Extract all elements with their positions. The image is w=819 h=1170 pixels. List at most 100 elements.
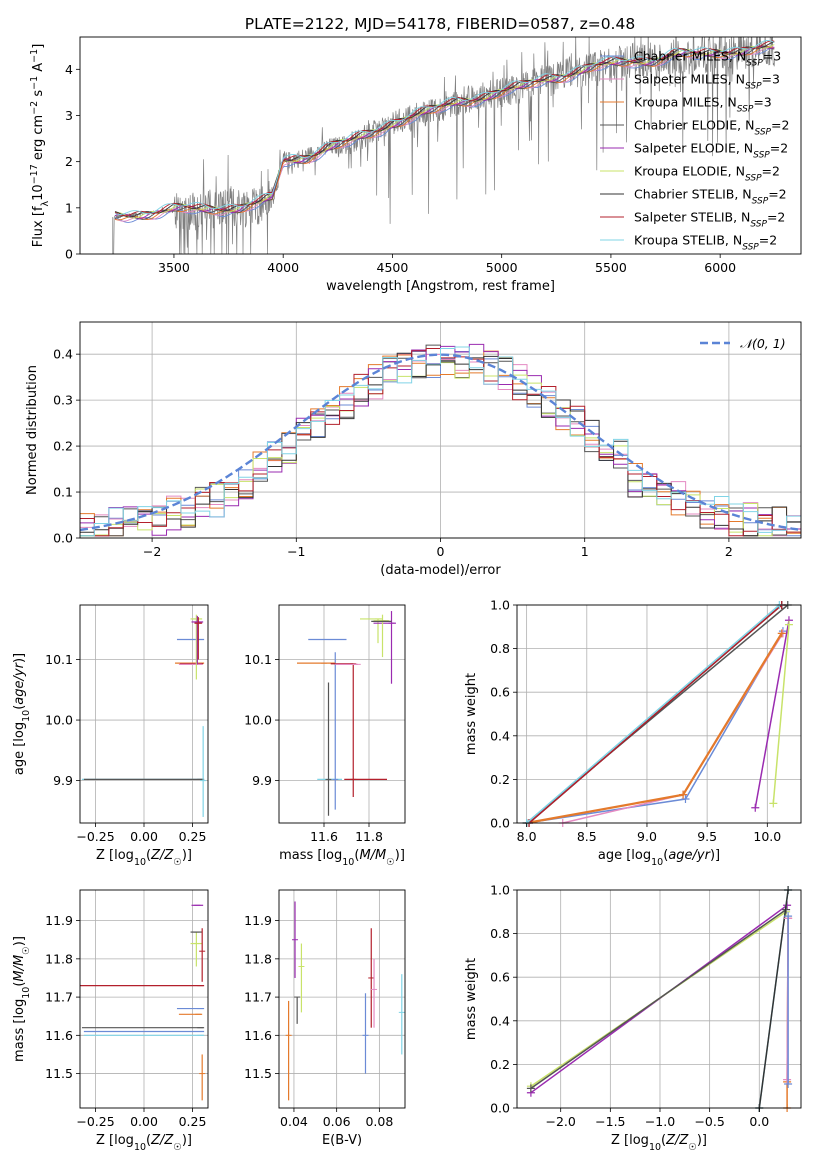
x-tick-label: 5000 <box>486 260 518 275</box>
series-line-4 <box>754 620 790 808</box>
mass-EBV-plot <box>285 901 405 1101</box>
axes-frame <box>516 889 802 1109</box>
y-tick-label: 11.7 <box>45 990 73 1005</box>
y-tick-label: 9.9 <box>252 773 272 788</box>
x-tick-label: −1.5 <box>595 1114 625 1129</box>
errorbar-point <box>298 943 305 1013</box>
y-tick-label: 1.0 <box>490 598 510 613</box>
label-span: A <box>31 63 46 76</box>
label-span: M/M <box>12 955 27 982</box>
legend-sub: SSP <box>754 128 771 138</box>
age-mass-panel: 11.6 11.8 9.9 10.0 10.1 mass [log10(M/M☉)] <box>244 604 406 868</box>
y-tick-label: 11.6 <box>244 1028 272 1043</box>
y-tick-label: 0.4 <box>490 728 510 743</box>
age-Z-panel: −0.25 0.00 0.259.910.010.1Z [log10(Z/Z☉)]a… <box>12 604 209 868</box>
legend-text: =2 <box>770 141 788 156</box>
y-axis-label: mass [log10(M/M☉)] <box>12 936 32 1062</box>
label-span: −1 <box>29 49 40 63</box>
x-tick-label: −1.0 <box>645 1114 675 1129</box>
y-tick-label: 10.0 <box>244 713 272 728</box>
series-marker <box>751 803 760 812</box>
y-tick-label: 0.8 <box>490 926 510 941</box>
y-tick-label: 11.7 <box>244 990 272 1005</box>
legend-entry: Chabrier MILES, NSSP=3 <box>634 49 781 69</box>
x-tick-label: 5500 <box>595 260 627 275</box>
x-tick-label: 0.0 <box>749 1114 769 1129</box>
label-span: ☉ <box>21 946 32 955</box>
label-span: age [log <box>598 848 651 863</box>
model-line-7 <box>114 40 775 217</box>
normal-curve <box>80 353 799 532</box>
label-span: (data-model)/error <box>380 563 501 578</box>
legend-text: =2 <box>759 233 777 248</box>
errorbar-point <box>292 901 299 978</box>
legend-entry: 𝒩(0, 1) <box>740 336 786 351</box>
label-span: 10 <box>651 857 663 868</box>
y-tick-label: 0.0 <box>490 1101 510 1116</box>
legend-entry: Kroupa ELODIE, NSSP=2 <box>634 164 780 184</box>
legend-text: =2 <box>768 187 786 202</box>
label-span: mass weight <box>464 673 479 755</box>
x-tick-label: 9.5 <box>697 829 717 844</box>
y-axis-label: age [log10(age/yr)] <box>12 653 32 775</box>
y-axis-label: Normed distribution <box>25 365 40 495</box>
y-tick-label: 0.6 <box>490 970 510 985</box>
label-span: Z [log <box>96 848 134 863</box>
x-tick-label: −2.0 <box>546 1114 576 1129</box>
legend-sub: SSP <box>753 151 770 161</box>
errorbar-point <box>332 652 339 810</box>
errorbar-point <box>368 928 375 1028</box>
residuals-plot <box>80 343 801 537</box>
errorbar-point <box>330 663 357 797</box>
data-spectrum-line <box>112 37 776 254</box>
errorbar-point <box>362 993 369 1074</box>
residuals-panel: 𝒩(0, 1) −2 −1 0 1 2 0.0 0.1 0.2 0.3 0.4 (data-model… <box>25 321 802 578</box>
legend-sub: SSP <box>752 197 769 207</box>
label-span: ( <box>663 848 668 863</box>
label-span: mass [log <box>279 848 342 863</box>
y-tick-label: 3 <box>65 108 73 123</box>
x-tick-label: 9.0 <box>637 829 657 844</box>
x-axis-label: Z [log10(Z/Z☉)] <box>96 1133 192 1153</box>
errorbar-point <box>190 932 203 967</box>
label-span: Normed distribution <box>25 365 40 495</box>
series-marker <box>526 1084 535 1093</box>
label-span: Flux [f <box>31 206 46 247</box>
errorbar-point <box>194 617 203 660</box>
y-tick-label: 4 <box>65 62 73 77</box>
x-axis-label: age [log10(age/yr)] <box>598 848 720 868</box>
label-span: )] <box>12 936 27 946</box>
legend-entry: Kroupa MILES, NSSP=3 <box>634 95 772 115</box>
legend-sub: SSP <box>737 105 754 115</box>
legend-text: =3 <box>762 72 780 87</box>
axes-background <box>279 605 405 823</box>
series-marker <box>784 912 793 921</box>
x-tick-label: 8.5 <box>577 829 597 844</box>
legend-sub: SSP <box>742 243 759 253</box>
x-axis-label: E(B-V) <box>322 1133 362 1148</box>
model-line-8 <box>114 39 775 215</box>
mass-Z-plot <box>80 904 206 1101</box>
x-tick-label: 0.00 <box>130 829 158 844</box>
label-span: Z/Z <box>150 1133 174 1148</box>
label-span: ☉ <box>386 857 395 868</box>
legend-sub: SSP <box>745 82 762 92</box>
label-span: )] <box>182 848 192 863</box>
errorbar-point <box>200 726 207 817</box>
y-tick-label: 0.6 <box>490 685 510 700</box>
legend-entry: Salpeter STELIB, NSSP=2 <box>634 210 785 230</box>
y-tick-label: 11.6 <box>45 1028 73 1043</box>
label-span: )] <box>182 1133 192 1148</box>
y-tick-label: 0.4 <box>53 347 73 362</box>
series-line-7 <box>528 604 783 824</box>
y-tick-label: 0.2 <box>490 772 510 787</box>
axes-frame <box>516 604 802 824</box>
label-span: wavelength [Angstrom, rest frame] <box>326 279 555 294</box>
weight-Z-plot <box>526 886 793 1112</box>
x-tick-label: 2 <box>725 544 733 559</box>
label-span: age/yr <box>12 661 27 704</box>
x-tick-label: −2 <box>143 544 161 559</box>
x-axis-label: (data-model)/error <box>380 563 501 578</box>
y-axis-label: mass weight <box>464 673 479 755</box>
